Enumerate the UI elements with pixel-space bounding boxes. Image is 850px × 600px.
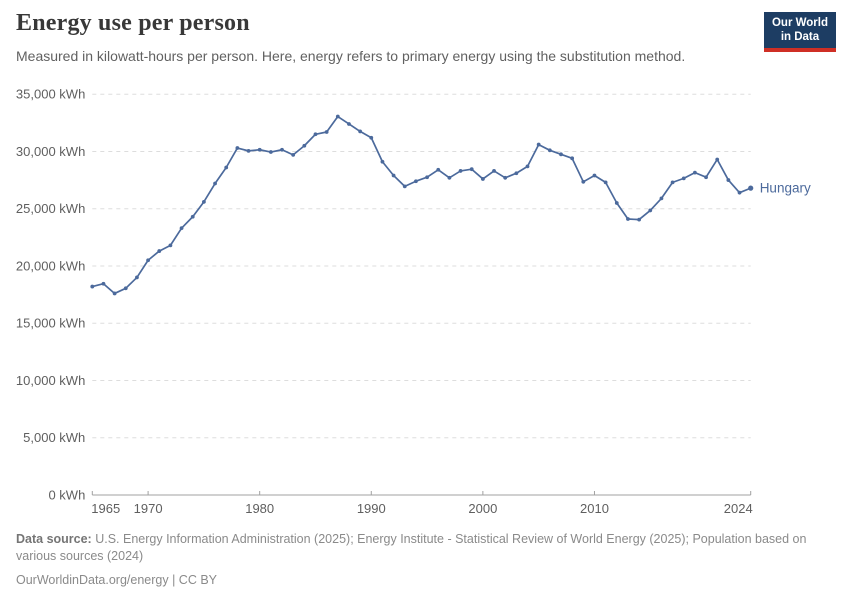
x-tick-label: 2024 [724,501,753,516]
data-point[interactable] [492,169,496,173]
data-point[interactable] [302,143,307,148]
data-source-note: Data source: U.S. Energy Information Adm… [16,531,822,565]
data-point[interactable] [637,217,642,222]
y-tick-label: 25,000 kWh [16,201,85,216]
x-tick-label: 1970 [134,501,163,516]
data-point[interactable] [402,184,407,189]
data-point[interactable] [503,175,508,180]
data-point[interactable] [748,185,754,191]
x-tick-label: 2010 [580,501,609,516]
data-point[interactable] [648,208,653,213]
data-point[interactable] [179,226,184,231]
data-point[interactable] [603,180,608,185]
data-point[interactable] [592,173,597,178]
data-point[interactable] [280,147,284,152]
data-point[interactable] [559,152,563,157]
y-tick-label: 30,000 kWh [16,144,85,159]
data-point[interactable] [201,199,206,204]
data-point[interactable] [693,170,697,175]
data-point[interactable] [536,142,541,147]
data-point[interactable] [614,201,619,205]
data-point[interactable] [670,180,675,185]
data-point[interactable] [715,157,720,162]
data-point[interactable] [190,214,195,219]
data-point[interactable] [358,129,363,134]
data-point[interactable] [90,284,95,289]
data-point[interactable] [726,178,731,182]
data-point[interactable] [112,291,117,296]
y-tick-label: 15,000 kWh [16,316,85,331]
data-point[interactable] [480,177,485,181]
data-point[interactable] [157,249,162,253]
data-point[interactable] [425,175,429,180]
data-point[interactable] [391,173,396,178]
data-point[interactable] [659,196,664,201]
y-tick-label: 35,000 kWh [16,87,85,102]
series-line-hungary[interactable] [91,115,752,295]
data-point[interactable] [681,176,686,181]
data-point[interactable] [581,179,586,184]
y-tick-label: 0 kWh [48,488,85,503]
data-point[interactable] [123,286,128,291]
chart-footer: Data source: U.S. Energy Information Adm… [16,531,822,589]
chart-title: Energy use per person [16,10,250,36]
data-point[interactable] [291,152,296,157]
data-point[interactable] [168,243,173,248]
x-tick-label: 1990 [357,501,386,516]
data-point[interactable] [570,156,575,161]
chart-subtitle: Measured in kilowatt-hours per person. H… [16,48,686,64]
data-point[interactable] [135,275,139,280]
x-tick-label: 1965 [91,501,120,516]
owid-logo-line2: in Data [780,30,820,43]
data-point[interactable] [547,148,552,153]
series-label-hungary: Hungary [760,181,811,196]
x-tick-label: 2000 [468,501,497,516]
x-tick-label: 1980 [245,501,274,516]
data-point[interactable] [704,175,708,180]
data-point[interactable] [224,165,229,170]
data-point[interactable] [525,164,530,169]
owid-logo[interactable]: Our World in Data [763,12,836,52]
data-source-text: U.S. Energy Information Administration (… [16,532,807,563]
data-point[interactable] [458,169,463,173]
y-tick-label: 20,000 kWh [16,258,85,273]
data-point[interactable] [436,167,441,172]
data-source-label: Data source: [16,532,92,546]
data-point[interactable] [324,130,329,134]
data-point[interactable] [257,147,262,152]
owid-logo-line1: Our World [771,17,828,29]
footer-link[interactable]: OurWorldinData.org/energy | CC BY [16,573,218,587]
data-point[interactable] [235,146,240,150]
y-tick-label: 5,000 kWh [23,430,85,445]
data-point[interactable] [737,190,742,195]
chart-header: Energy use per person Measured in kilowa… [16,10,756,65]
data-point[interactable] [313,132,318,137]
data-point[interactable] [146,258,150,263]
data-point[interactable] [347,122,351,126]
data-point[interactable] [335,114,340,119]
data-point[interactable] [514,171,519,176]
y-tick-label: 10,000 kWh [16,373,85,388]
data-point[interactable] [626,217,630,221]
data-point[interactable] [268,150,273,154]
data-point[interactable] [414,179,418,184]
data-point[interactable] [469,167,474,172]
data-point[interactable] [447,175,452,180]
data-point[interactable] [213,181,217,186]
data-point[interactable] [380,159,385,164]
data-point[interactable] [101,281,106,286]
data-point[interactable] [246,148,251,153]
data-point[interactable] [369,135,374,140]
